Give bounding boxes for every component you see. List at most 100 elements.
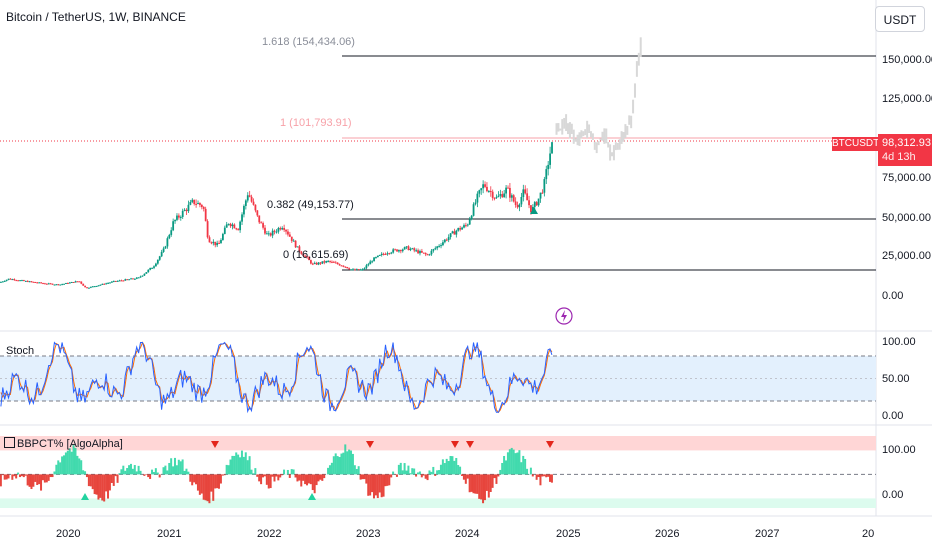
ind-bar (258, 474, 261, 482)
ind-bar (292, 469, 295, 475)
candle-body (45, 283, 48, 285)
candle-body (269, 233, 272, 236)
lightning-alert-icon[interactable] (555, 307, 573, 325)
candle-body (304, 255, 307, 257)
candle-body (235, 228, 238, 230)
ind-bar (470, 474, 473, 492)
indicator-title[interactable]: BBPCT% [AlgoAlpha] (4, 437, 123, 450)
ind-bar (1, 474, 4, 476)
ind-bar (240, 450, 243, 475)
candle-body (21, 280, 23, 282)
forecast-candle (568, 122, 571, 139)
ind-bar (24, 474, 27, 476)
candle-body (399, 250, 402, 252)
fib-level-1: 1 (101,793.91) (280, 117, 352, 129)
ind-bar (101, 474, 104, 501)
candle-body (440, 245, 442, 247)
ind-bar (286, 469, 289, 475)
stoch-title[interactable]: Stoch (6, 345, 35, 357)
candle-body (111, 281, 113, 283)
ind-bar (89, 474, 92, 487)
candle-body (463, 225, 465, 228)
ind-bar (5, 474, 8, 480)
ind-bar (219, 474, 222, 484)
ind-bar (114, 474, 117, 477)
ind-bar (376, 474, 379, 499)
forecast-candle (635, 61, 638, 77)
ind-bar (262, 474, 264, 478)
ind-bar (550, 474, 553, 483)
candle-body (520, 197, 523, 205)
ind-bar (476, 474, 479, 494)
ind-bar (68, 448, 71, 475)
candle-body (486, 186, 488, 192)
ind-bar (233, 455, 236, 475)
ind-bar (441, 459, 444, 475)
currency-button[interactable]: USDT (875, 6, 925, 32)
forecast-candle (632, 99, 635, 114)
ind-bar (59, 462, 62, 475)
ind-bar (495, 474, 498, 484)
candle-body (221, 233, 224, 240)
x-label-2027: 2027 (755, 528, 780, 540)
ind-bar (535, 474, 538, 480)
candle-body (478, 190, 481, 194)
ind-bar (399, 462, 402, 475)
ind-bar (168, 462, 171, 475)
ind-bar (313, 474, 316, 494)
ind-bar (107, 474, 110, 499)
candle-body (298, 246, 301, 252)
stoch-tick-50: 50.00 (882, 373, 910, 385)
ind-bar (485, 474, 488, 491)
ind-bar (311, 474, 314, 491)
ind-bar (131, 468, 134, 475)
candle-body (143, 273, 146, 276)
candle-body (386, 253, 389, 255)
ind-bar (363, 474, 366, 480)
candle-body (273, 230, 276, 232)
ind-bar (76, 455, 79, 475)
ind-bar (348, 449, 351, 475)
candle-body (30, 281, 33, 283)
candle-body (466, 224, 469, 226)
ind-bar (478, 474, 481, 499)
candle-body (407, 246, 410, 251)
candle-body (164, 246, 167, 249)
ind-bar (332, 456, 335, 475)
forecast-candle (639, 37, 642, 57)
ind-bar (464, 474, 467, 484)
candle-body (244, 200, 247, 206)
ind-bar (327, 467, 330, 475)
ind-bar (457, 465, 460, 475)
y-tick-125000: 125,000.00 (882, 93, 932, 105)
candle-body (522, 189, 525, 198)
candle-body (105, 283, 108, 285)
candle-body (202, 207, 205, 209)
candle-body (5, 279, 8, 281)
candle-body (24, 280, 27, 282)
candle-body (547, 164, 550, 170)
ind-bar (392, 471, 395, 475)
ind-bar (319, 474, 322, 480)
candle-body (139, 276, 142, 278)
forecast-candle (557, 123, 560, 132)
ind-bar (204, 474, 207, 501)
ind-bar (237, 454, 240, 475)
candle-body (539, 192, 542, 199)
symbol-title[interactable]: Bitcoin / TetherUS, 1W, BINANCE (6, 10, 186, 24)
candle-body (246, 195, 249, 201)
candle-body (231, 224, 234, 227)
candle-body (189, 202, 192, 205)
candle-body (250, 196, 253, 202)
candle-body (67, 283, 69, 285)
ind-bar (487, 474, 490, 498)
ind-sell-marker (466, 441, 474, 448)
candle-body (459, 227, 462, 230)
candle-body (65, 283, 67, 285)
forecast-candle (601, 131, 604, 141)
fib-level-0: 0 (16,615.69) (283, 249, 349, 261)
candle-body (80, 281, 83, 284)
candle-body (208, 237, 211, 243)
candle-body (292, 240, 295, 242)
